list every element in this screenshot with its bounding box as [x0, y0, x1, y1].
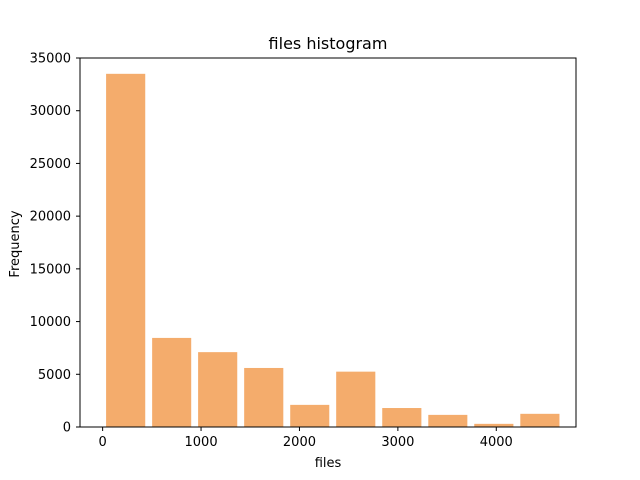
y-tick-label-3: 15000	[30, 262, 71, 277]
x-tick-label-2: 2000	[283, 435, 316, 450]
y-tick-label-2: 10000	[30, 315, 71, 330]
y-tick-label-7: 35000	[30, 52, 71, 67]
x-tick-label-0: 0	[98, 435, 106, 450]
bar-4	[290, 404, 330, 427]
bar-5	[336, 371, 376, 427]
chart-title: files histogram	[269, 34, 388, 53]
bar-3	[244, 367, 284, 427]
bar-0	[106, 73, 146, 428]
plot-frame	[79, 57, 577, 428]
y-axis-label: Frequency	[8, 210, 23, 277]
bar-7	[428, 414, 468, 427]
x-axis: 0 1000 2000 3000 4000	[98, 427, 513, 450]
x-axis-label: files	[315, 456, 342, 471]
y-tick-label-0: 0	[63, 421, 71, 436]
y-tick-label-4: 20000	[30, 210, 71, 225]
x-tick-label-4: 4000	[480, 435, 513, 450]
x-tick-label-3: 3000	[381, 435, 414, 450]
bar-1	[152, 337, 192, 427]
bar-9	[520, 413, 560, 427]
y-tick-label-6: 30000	[30, 104, 71, 119]
y-tick-label-1: 5000	[38, 368, 71, 383]
y-axis: 0 5000 10000 15000 20000 25000 30000 35000	[30, 52, 80, 436]
x-tick-label-1: 1000	[185, 435, 218, 450]
y-tick-label-5: 25000	[30, 157, 71, 172]
bar-2	[198, 352, 238, 427]
bars-group	[106, 73, 560, 428]
bar-8	[474, 423, 514, 427]
bar-6	[382, 408, 422, 427]
